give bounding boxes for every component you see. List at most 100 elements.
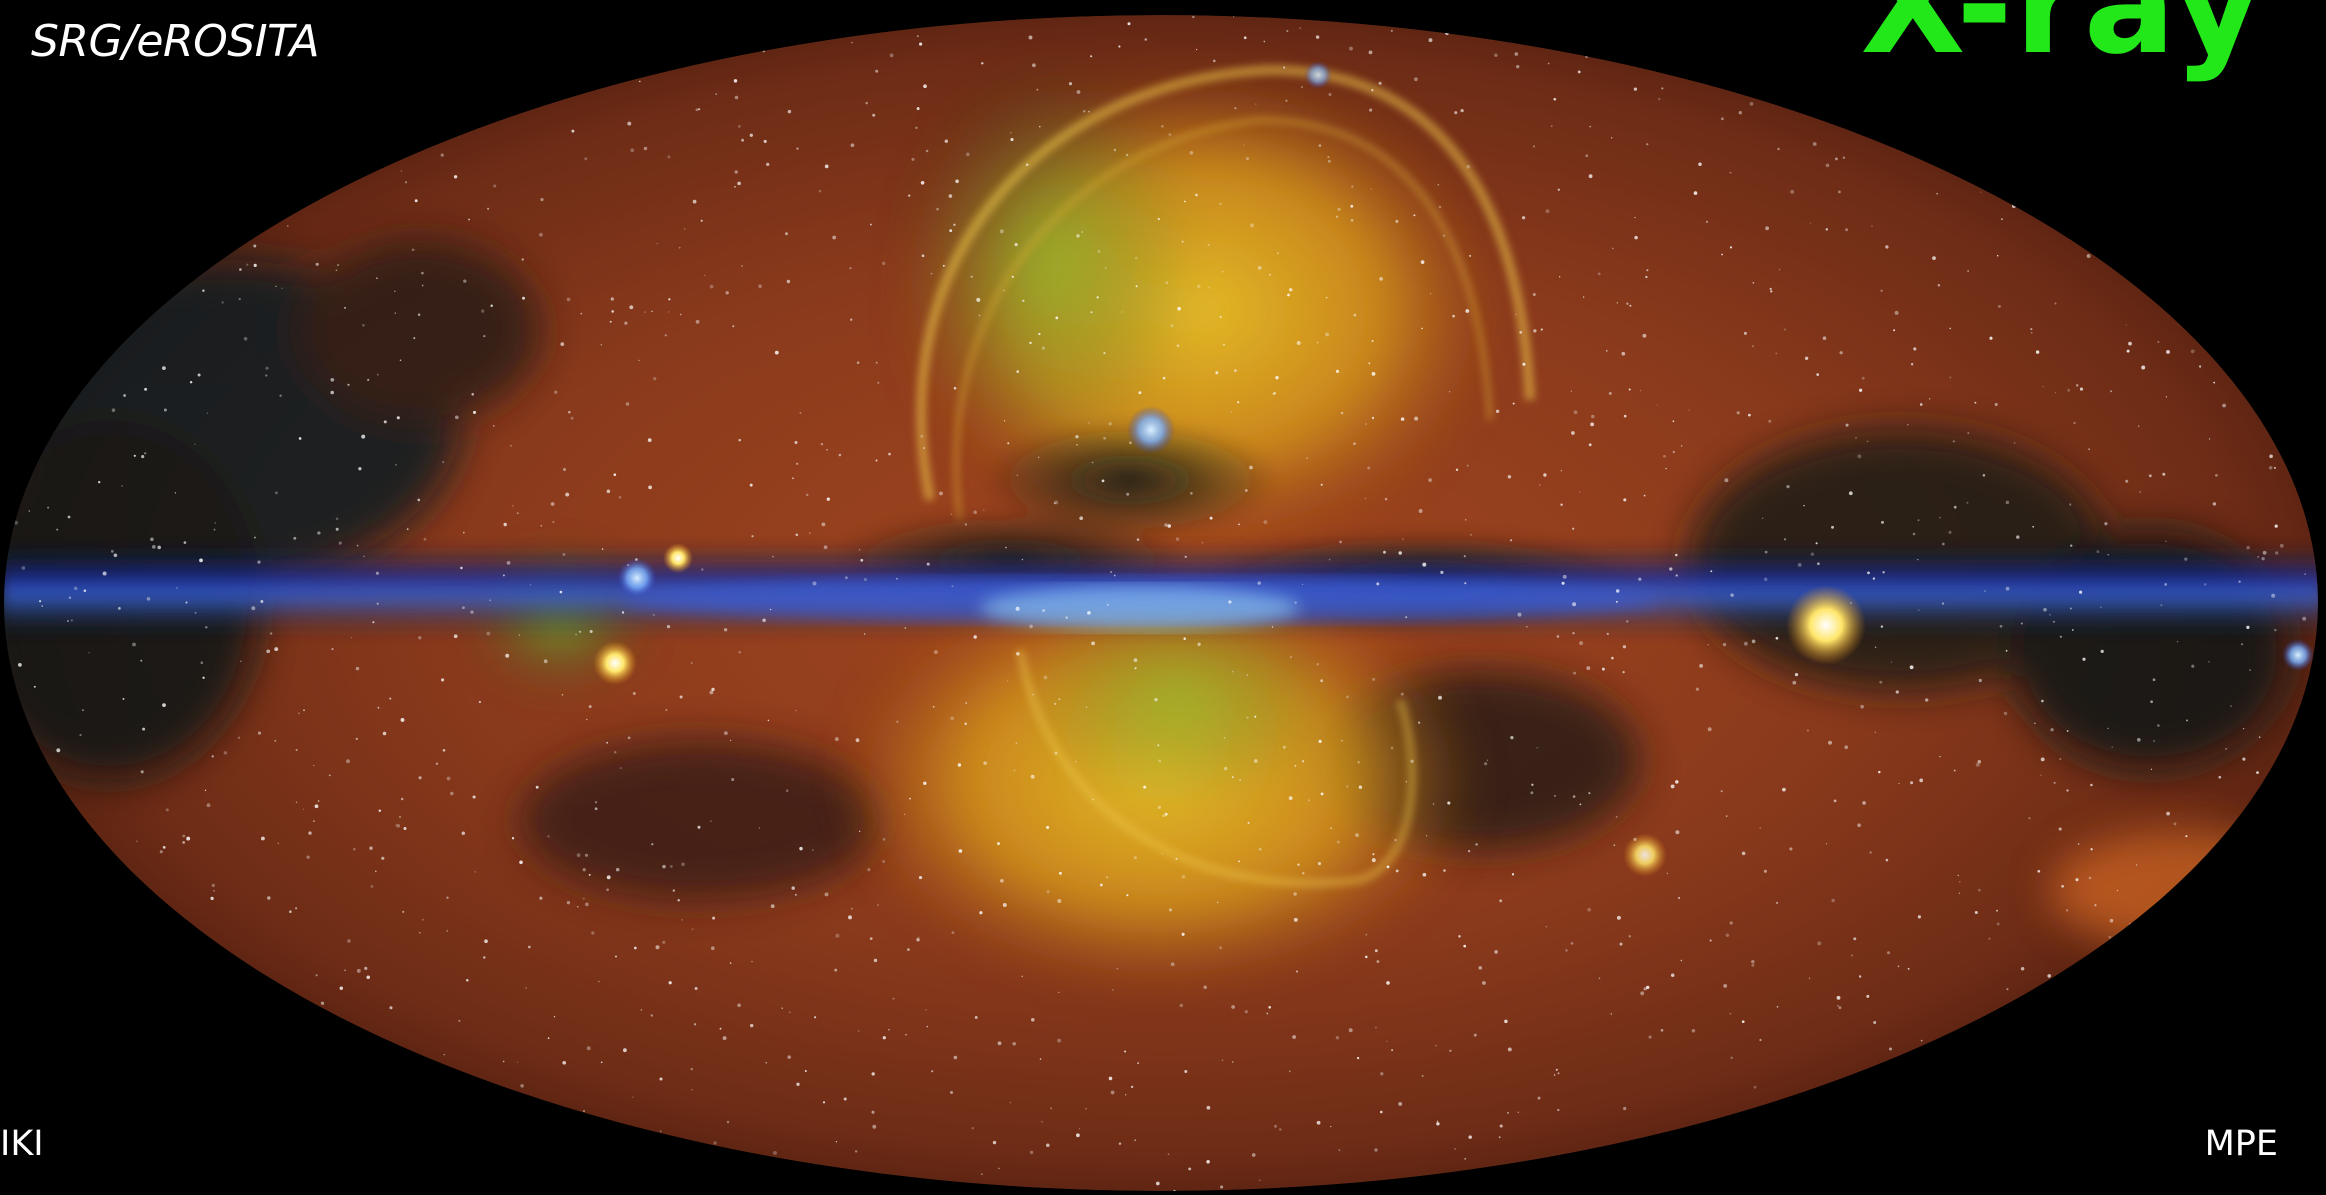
star-speck bbox=[1857, 823, 1861, 828]
star-speck bbox=[1533, 145, 1536, 148]
star-speck bbox=[1541, 4, 1543, 6]
star-speck bbox=[869, 937, 873, 940]
star-speck bbox=[502, 574, 505, 577]
star-speck bbox=[1782, 787, 1786, 792]
star-speck bbox=[2137, 738, 2141, 742]
star-speck bbox=[999, 229, 1004, 234]
star-speck bbox=[2183, 1070, 2187, 1074]
star-speck bbox=[2190, 349, 2195, 354]
star-speck bbox=[896, 720, 899, 724]
star-speck bbox=[1833, 799, 1837, 803]
star-speck bbox=[364, 966, 368, 971]
star-speck bbox=[2218, 775, 2222, 779]
star-speck bbox=[1680, 959, 1683, 962]
star-speck bbox=[1920, 1039, 1923, 1042]
star-speck bbox=[700, 219, 703, 222]
star-speck bbox=[1007, 680, 1009, 682]
star-speck bbox=[2167, 237, 2172, 242]
star-speck bbox=[1817, 562, 1820, 566]
star-speck bbox=[1294, 764, 1297, 767]
star-speck bbox=[690, 1067, 694, 1071]
star-speck bbox=[2302, 616, 2307, 621]
star-speck bbox=[694, 987, 698, 990]
star-speck bbox=[2126, 349, 2130, 353]
star-speck bbox=[2155, 1087, 2158, 1091]
star-speck bbox=[1941, 542, 1945, 546]
star-speck bbox=[122, 697, 125, 700]
star-speck bbox=[559, 590, 563, 594]
star-speck bbox=[389, 7, 393, 11]
star-speck bbox=[66, 619, 70, 623]
star-speck bbox=[472, 410, 477, 414]
star-speck bbox=[1783, 538, 1787, 541]
star-speck bbox=[1974, 911, 1978, 914]
star-speck bbox=[411, 248, 415, 252]
star-speck bbox=[1882, 571, 1885, 574]
star-speck bbox=[601, 548, 604, 550]
star-speck bbox=[1858, 388, 1863, 392]
star-speck bbox=[330, 390, 334, 395]
star-speck bbox=[1836, 995, 1841, 1000]
star-speck bbox=[2274, 524, 2278, 528]
star-speck bbox=[2227, 877, 2232, 881]
star-speck bbox=[926, 1025, 929, 1028]
star-speck bbox=[187, 931, 190, 935]
star-speck bbox=[1910, 781, 1914, 785]
star-speck bbox=[667, 311, 670, 313]
star-speck bbox=[1688, 409, 1690, 412]
star-speck bbox=[2105, 184, 2110, 189]
star-speck bbox=[1881, 520, 1884, 524]
star-speck bbox=[1325, 332, 1330, 337]
star-speck bbox=[1207, 244, 1210, 246]
star-speck bbox=[889, 53, 894, 58]
star-speck bbox=[1634, 216, 1636, 219]
star-speck bbox=[787, 1055, 791, 1059]
star-speck bbox=[267, 896, 271, 900]
star-speck bbox=[953, 223, 956, 226]
star-speck bbox=[454, 415, 459, 420]
star-speck bbox=[1512, 402, 1515, 405]
star-speck bbox=[2037, 869, 2041, 873]
star-speck bbox=[1463, 944, 1467, 948]
star-speck bbox=[2050, 728, 2054, 732]
star-speck bbox=[211, 883, 215, 888]
star-speck bbox=[2049, 613, 2051, 616]
star-speck bbox=[749, 133, 753, 137]
star-speck bbox=[672, 1149, 676, 1152]
star-speck bbox=[266, 1142, 269, 1144]
star-speck bbox=[678, 558, 681, 560]
star-speck bbox=[1469, 254, 1472, 257]
star-speck bbox=[863, 577, 867, 582]
star-speck bbox=[2271, 593, 2276, 598]
star-speck bbox=[2082, 657, 2086, 661]
star-speck bbox=[308, 831, 312, 835]
star-speck bbox=[1777, 147, 1780, 151]
star-speck bbox=[2020, 622, 2023, 625]
star-speck bbox=[1003, 289, 1005, 292]
star-speck bbox=[849, 318, 853, 321]
star-speck bbox=[726, 1120, 730, 1124]
star-speck bbox=[662, 864, 666, 869]
star-speck bbox=[543, 659, 548, 664]
star-speck bbox=[1514, 52, 1519, 56]
star-speck bbox=[921, 254, 925, 258]
star-speck bbox=[1588, 174, 1593, 179]
star-speck bbox=[770, 904, 775, 909]
star-speck bbox=[1752, 281, 1755, 284]
star-speck bbox=[281, 194, 285, 197]
star-speck bbox=[2157, 340, 2160, 343]
star-speck bbox=[2319, 624, 2321, 626]
star-speck bbox=[2288, 447, 2291, 450]
star-speck bbox=[1038, 332, 1041, 336]
star-speck bbox=[29, 116, 34, 121]
star-speck bbox=[83, 589, 87, 592]
star-speck bbox=[2231, 946, 2234, 950]
star-speck bbox=[2112, 1034, 2115, 1037]
star-speck bbox=[518, 634, 521, 636]
star-speck bbox=[618, 495, 622, 499]
star-speck bbox=[504, 55, 507, 59]
star-speck bbox=[1175, 857, 1178, 860]
star-speck bbox=[1781, 15, 1785, 17]
star-speck bbox=[1195, 48, 1198, 51]
star-speck bbox=[992, 1140, 997, 1145]
